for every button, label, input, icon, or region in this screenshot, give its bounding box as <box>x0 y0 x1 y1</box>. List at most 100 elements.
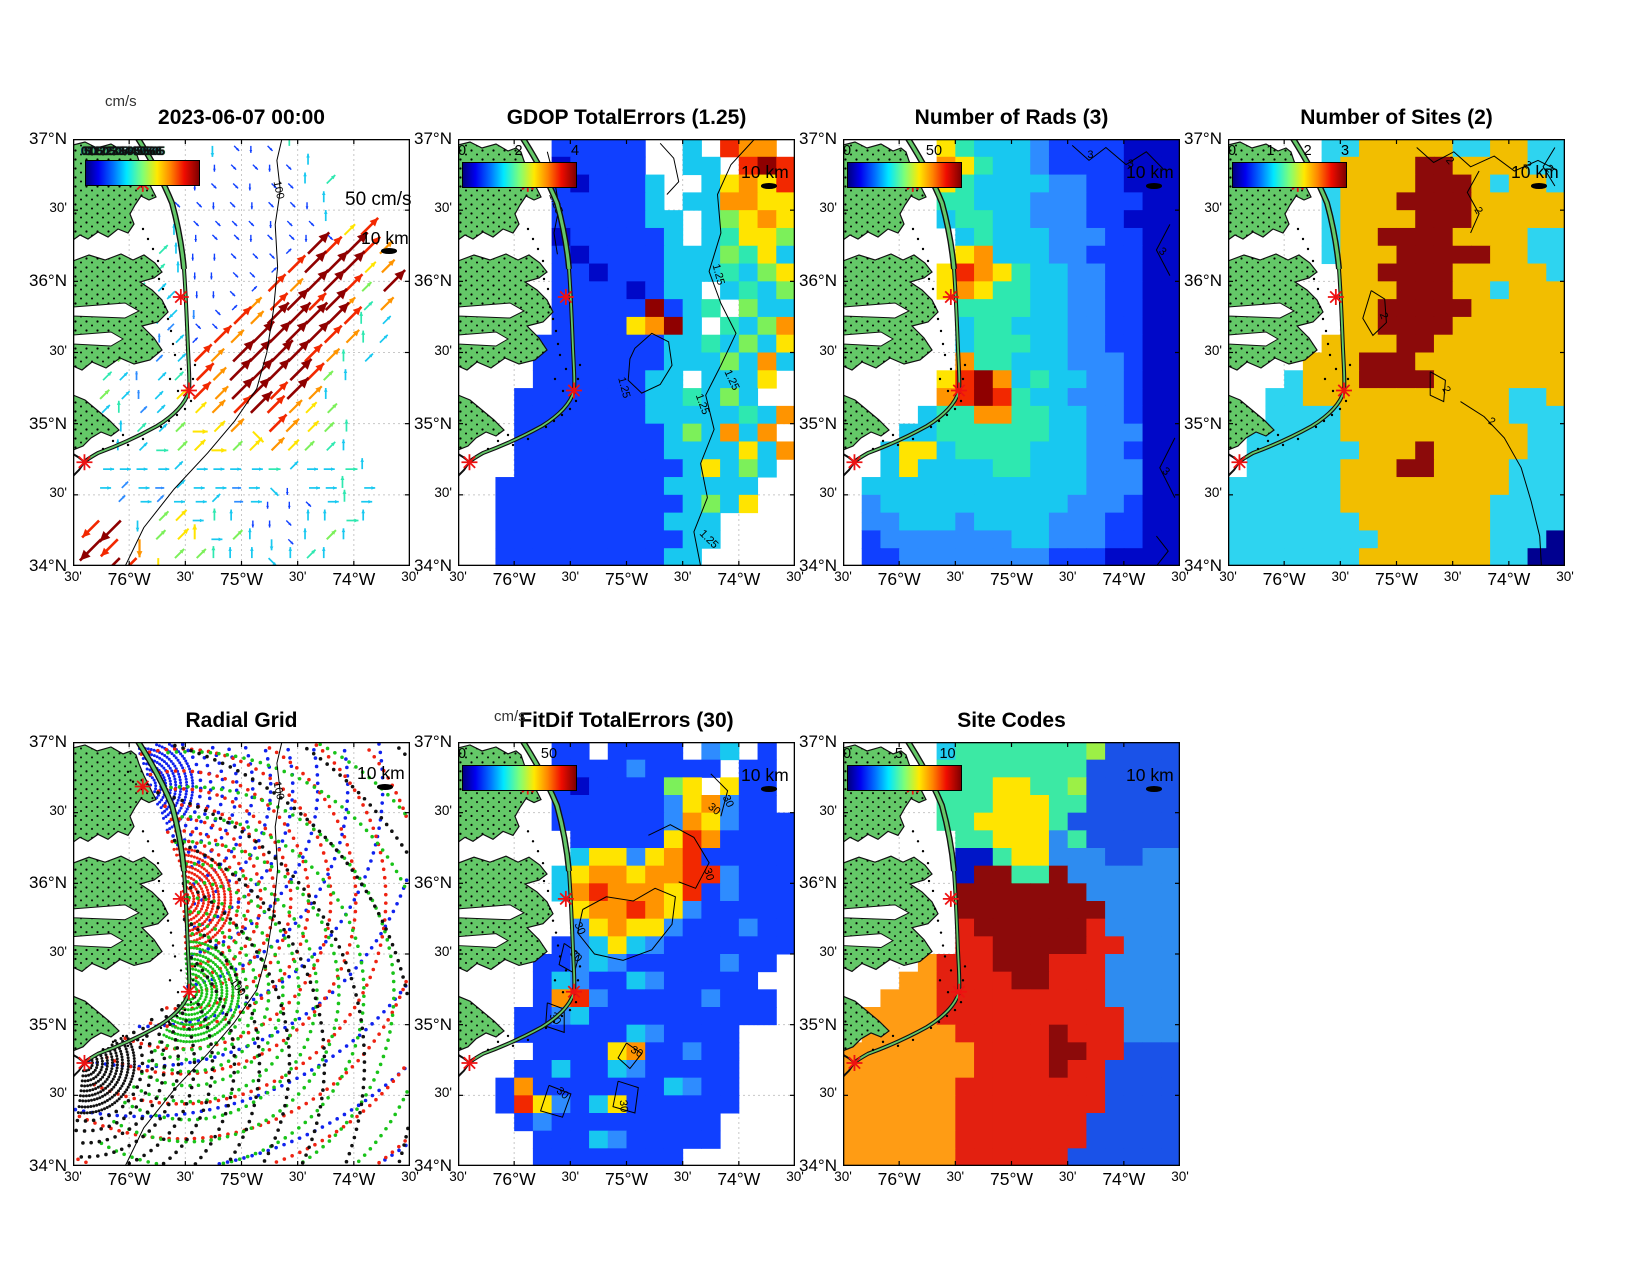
colorbar-tick-label: 0 <box>457 143 467 159</box>
contour-line <box>659 142 680 195</box>
y-axis-tick-label: 30' <box>49 802 67 818</box>
y-axis-tick-label: 35°N <box>799 413 837 433</box>
contour-label: 1.25 <box>615 376 632 400</box>
y-axis-tick-label: 30' <box>434 342 452 358</box>
y-axis-tick-label: 30' <box>49 200 67 216</box>
contour-line <box>577 887 676 961</box>
axis-frame <box>843 742 1180 1166</box>
x-axis-tick-label: 30' <box>401 1169 419 1184</box>
y-axis-tick-label: 34°N <box>1184 556 1222 575</box>
y-axis-tick-label: 37°N <box>29 129 67 148</box>
land-coastline <box>73 139 197 477</box>
heatmap-field <box>861 139 1180 566</box>
x-axis-tick-label: 74°W <box>332 1169 376 1189</box>
y-axis-tick-label: 30' <box>819 484 837 500</box>
contour-label: 30 <box>701 867 716 882</box>
scale-bar-icon <box>377 784 393 790</box>
axis-frame <box>1228 139 1565 566</box>
radar-site-marker <box>1231 454 1248 471</box>
contour-label: 3 <box>1087 149 1093 161</box>
x-axis-tick-label: 75°W <box>990 1169 1033 1189</box>
panel-title: FitDif TotalErrors (30) <box>519 709 734 732</box>
y-axis-tick-label: 30' <box>49 1085 67 1101</box>
axis-frame <box>458 742 795 1166</box>
radar-site-marker <box>846 1054 863 1071</box>
x-axis-tick-label: 30' <box>673 1169 692 1184</box>
x-axis-tick-label: 30' <box>449 569 467 584</box>
y-axis-tick-label: 30' <box>49 944 67 959</box>
heatmap-field <box>495 742 795 1166</box>
radar-site-marker <box>180 983 197 1000</box>
contour-label: 2 <box>1439 384 1452 395</box>
contour-label: 30 <box>617 1099 630 1112</box>
y-axis-tick-label: 30' <box>434 1085 452 1101</box>
x-axis-tick-label: 30' <box>1171 569 1189 584</box>
panel-radial-grid: Radial Grid 100 100 10 km 37°N 30' 36°N 30' 3… <box>29 709 419 1189</box>
contour-line <box>539 1084 572 1118</box>
contour-line <box>612 1080 639 1114</box>
contour-line <box>1429 371 1446 403</box>
colorbar <box>847 162 962 188</box>
scale-bar-label: 10 km <box>1511 162 1559 182</box>
radar-site-marker <box>846 454 863 471</box>
panel-site-codes: Site Codes 10 km 0 5 10 37°N 30' 36°N 30' 35°N 3… <box>799 709 1189 1189</box>
x-axis-tick-label: 30' <box>1171 1169 1189 1184</box>
x-axis-tick-label: 30' <box>288 1169 307 1184</box>
axis-frame <box>458 139 795 566</box>
contour-line <box>1159 437 1176 498</box>
colorbar-units-label: cm/s <box>105 93 137 110</box>
y-axis-tick-label: 35°N <box>799 1014 837 1034</box>
x-axis-tick-label: 30' <box>449 1169 467 1184</box>
colorbar-tick-label: 3 <box>1340 143 1350 159</box>
y-axis-tick-label: 30' <box>819 944 837 959</box>
colorbar-tick-label: 0 <box>842 746 852 762</box>
x-axis-tick-label: 30' <box>1058 1169 1077 1184</box>
contour-line <box>648 824 710 889</box>
y-axis-tick-label: 36°N <box>799 873 837 893</box>
contour-label: 3 <box>1128 158 1134 170</box>
y-axis-tick-label: 34°N <box>29 556 67 575</box>
y-axis-tick-label: 37°N <box>414 129 452 148</box>
contour-line <box>545 1002 565 1034</box>
contour-label: 2 <box>1486 415 1497 428</box>
x-axis-tick-label: 30' <box>946 569 965 584</box>
y-axis-tick-label: 35°N <box>414 413 452 433</box>
map-canvas: 1.25 1.25 1.25 1.25 1.25 1.25 <box>458 139 795 566</box>
radial-grid-fan <box>99 742 409 1166</box>
radar-site-marker <box>1335 382 1352 399</box>
colorbar-tick-label: 2 <box>514 143 523 159</box>
x-axis-tick-label: 74°W <box>1487 569 1531 589</box>
contour-line <box>1155 224 1171 276</box>
radar-site-marker <box>942 288 959 305</box>
panel-gdop-total-errors: GDOP TotalErrors (1.25) 1.25 1.25 1.25 1.25… <box>414 106 804 589</box>
x-axis-tick-label: 76°W <box>107 1169 151 1189</box>
x-axis-tick-label: 30' <box>786 1169 804 1184</box>
radar-site-marker <box>172 288 189 305</box>
y-axis-tick-label: 34°N <box>799 1156 837 1175</box>
map-canvas: 100 <box>73 139 410 566</box>
x-axis-tick-label: 76°W <box>877 569 921 589</box>
y-axis-tick-label: 37°N <box>799 732 837 751</box>
radar-site-marker <box>172 890 189 907</box>
y-axis-tick-label: 36°N <box>29 873 67 893</box>
x-axis-tick-label: 30' <box>561 569 580 584</box>
x-axis-tick-label: 74°W <box>1102 1169 1146 1189</box>
scale-bar-label: 10 km <box>357 763 405 783</box>
contour-label: 100 <box>271 780 287 800</box>
x-axis-tick-label: 30' <box>1058 569 1077 584</box>
contour-line <box>693 139 755 566</box>
map-svg: 100 <box>73 139 410 566</box>
contour-line <box>1466 170 1480 234</box>
contour-line <box>617 1042 643 1070</box>
x-axis-tick-label: 74°W <box>717 1169 761 1189</box>
y-axis-tick-label: 30' <box>434 484 452 500</box>
colorbar <box>85 160 200 186</box>
y-axis-tick-label: 37°N <box>799 129 837 148</box>
x-axis-tick-label: 30' <box>176 569 195 584</box>
y-axis-tick-label: 30' <box>819 200 837 216</box>
y-axis-tick-label: 37°N <box>414 732 452 751</box>
